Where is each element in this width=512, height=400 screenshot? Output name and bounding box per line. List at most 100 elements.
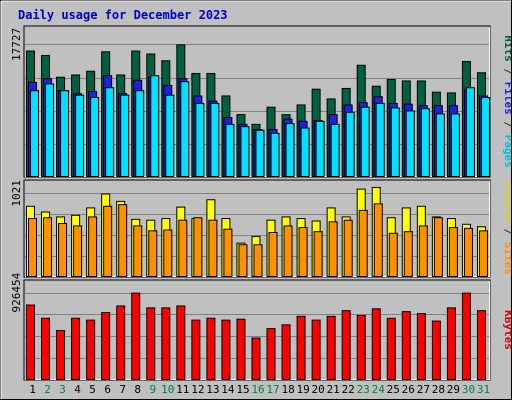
26 [401,311,411,381]
7 [120,94,130,177]
5 [90,96,100,177]
chart-panels: 17727 Hits / Files / Pages 1021 Visits / Si… [10,25,512,381]
23 [356,314,366,381]
16 [253,244,263,278]
legend-part: / [502,115,512,135]
31 [476,310,486,381]
day-label: 6 [104,383,111,396]
27 [418,225,428,277]
day-label: 10 [161,383,174,396]
day-label: 24 [372,383,386,396]
13 [208,219,218,278]
day-label: 12 [191,383,204,396]
6 [105,87,115,177]
24 [373,203,383,277]
23 [360,106,370,177]
31 [480,96,490,177]
day-label: 27 [417,383,430,396]
legend-part: KBytes [502,310,512,350]
day-label: 7 [119,383,126,396]
24 [371,308,381,380]
legend-part: / [502,62,512,82]
legend-part: Files [502,82,512,115]
6 [103,205,113,277]
25 [388,232,398,277]
2 [45,83,55,177]
y-tick-label: 17727 [10,28,23,61]
25 [390,107,400,177]
chart-panel-2: 1021 Visits / Sites [10,179,512,278]
28 [433,217,443,277]
20 [315,120,325,177]
day-label: 23 [357,383,370,396]
8 [133,225,143,277]
14 [221,319,231,381]
legend-part: Pages [502,135,512,168]
legend-part: Sites [502,242,512,275]
17 [270,132,280,177]
21 [326,315,336,381]
day-label: 5 [89,383,96,396]
13 [210,102,220,177]
series-legend-label: Visits / Sites [502,182,512,275]
12 [193,217,203,277]
day-label: 25 [387,383,400,396]
28 [435,113,445,177]
5 [86,319,96,381]
14 [223,228,233,277]
29 [448,227,458,277]
12 [195,102,205,177]
27 [420,108,430,177]
day-label: 13 [206,383,219,396]
19 [300,127,310,177]
19 [298,227,308,277]
16 [251,337,261,381]
day-label: 3 [59,383,66,396]
day-label: 28 [432,383,445,396]
day-label: 19 [296,383,309,396]
24 [375,102,385,177]
day-label: 11 [176,383,189,396]
4 [75,94,85,177]
15 [240,126,250,177]
9 [148,230,158,277]
day-label: 9 [149,383,156,396]
2 [43,217,53,277]
day-label: 17 [266,383,279,396]
30 [461,292,471,380]
26 [403,231,413,277]
12 [191,319,201,381]
6 [101,312,111,380]
10 [161,307,171,380]
18 [281,324,291,381]
7 [118,204,128,277]
14 [225,123,235,177]
26 [405,110,415,177]
23 [358,209,368,277]
15 [236,318,246,381]
day-label: 26 [402,383,415,396]
21 [330,123,340,177]
21 [328,221,338,278]
y-tick-label: 1021 [10,180,23,207]
20 [311,319,321,381]
10 [165,94,175,177]
22 [341,310,351,381]
4 [73,225,83,277]
legend-part: / [502,222,512,242]
legend-part: Visits [502,182,512,222]
29 [446,307,456,380]
29 [450,113,460,177]
28 [431,320,441,381]
day-axis-labels: 1 2 3 4 5 6 7 8 9 10 11 12 13 14 15 16 17 18 19 20 21 22 23 24 2… [29,383,490,396]
day-label: 29 [447,383,460,396]
chart-panel-3: 926454 KBytes [10,272,512,381]
30 [465,87,475,177]
8 [131,292,141,381]
17 [266,328,276,381]
22 [345,111,355,177]
day-label: 21 [327,383,340,396]
3 [58,222,68,278]
16 [255,129,265,177]
day-label: 14 [221,383,235,396]
